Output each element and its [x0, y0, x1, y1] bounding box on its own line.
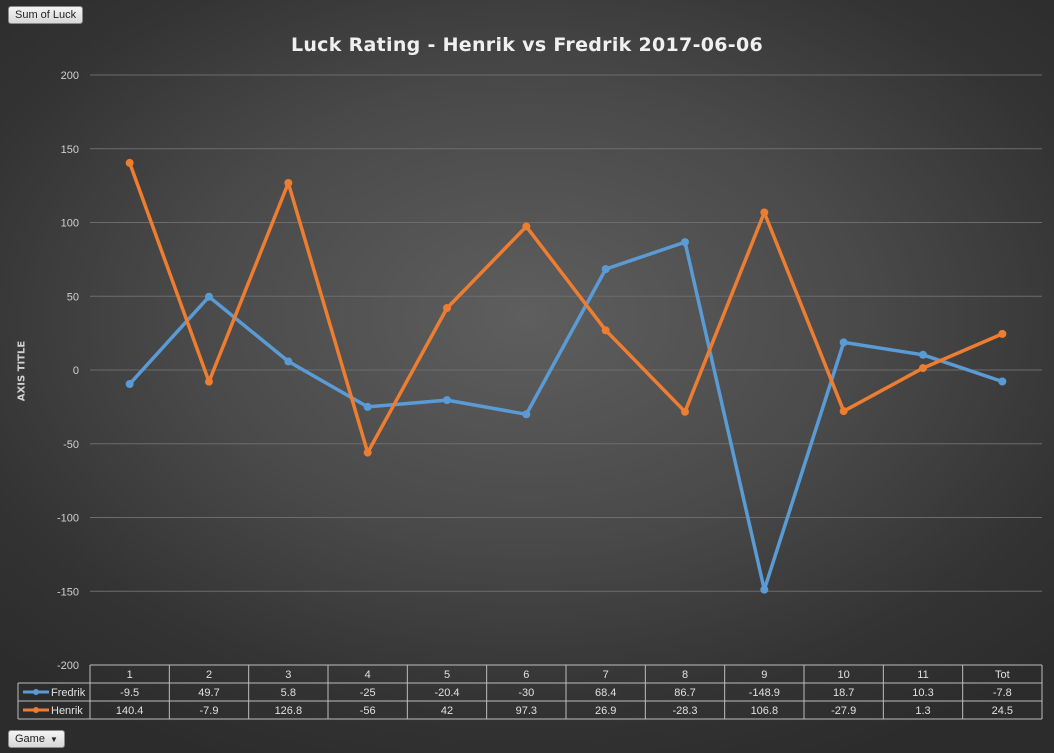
category-label: 1 — [127, 669, 133, 681]
legend-series-name: Fredrik — [51, 687, 86, 699]
legend-key-marker — [33, 689, 39, 695]
table-cell-value: -148.9 — [749, 687, 780, 699]
table-cell-value: -30 — [518, 687, 534, 699]
category-label: 10 — [838, 669, 850, 681]
data-point-henrik — [284, 178, 293, 187]
table-cell-value: -25 — [360, 687, 376, 699]
chart-title: Luck Rating - Henrik vs Fredrik 2017-06-… — [290, 34, 764, 56]
y-tick-label: -50 — [63, 439, 79, 451]
y-tick-label: 0 — [73, 365, 79, 377]
table-cell-value: 42 — [441, 705, 453, 717]
y-tick-label: 50 — [67, 291, 79, 303]
data-point-henrik — [443, 304, 451, 313]
data-point-fredrik — [760, 585, 769, 594]
table-cell-value: 1.3 — [915, 705, 930, 717]
series-line-fredrik — [127, 240, 1005, 592]
data-point-fredrik — [601, 265, 610, 274]
y-tick-label: 100 — [61, 218, 79, 230]
table-cell-value: 86.7 — [674, 687, 695, 699]
category-label: 2 — [206, 669, 212, 681]
table-cell-value: -7.8 — [993, 687, 1012, 699]
table-cell-value: 126.8 — [275, 705, 303, 717]
data-point-fredrik — [363, 402, 372, 411]
legend-series-name: Henrik — [51, 705, 83, 717]
table-cell-value: 18.7 — [833, 687, 854, 699]
category-label: 6 — [523, 669, 529, 681]
data-point-henrik — [522, 222, 531, 231]
category-label: 9 — [761, 669, 767, 681]
category-label: 7 — [603, 669, 609, 681]
data-point-fredrik — [125, 380, 134, 389]
series-line-henrik — [127, 161, 1005, 455]
table-cell-value: 68.4 — [595, 687, 616, 699]
category-label: 4 — [365, 669, 371, 681]
data-point-henrik — [839, 407, 848, 416]
data-point-henrik — [919, 364, 927, 373]
data-point-henrik — [205, 377, 213, 386]
y-tick-label: -100 — [57, 513, 79, 525]
table-cell-value: 49.7 — [198, 687, 219, 699]
category-label: 3 — [285, 669, 291, 681]
data-point-fredrik — [443, 396, 451, 405]
data-point-fredrik — [919, 350, 927, 359]
sum-of-luck-field-button[interactable]: Sum of Luck — [8, 6, 84, 24]
table-cell-value: -28.3 — [672, 705, 697, 717]
table-cell-value: 106.8 — [751, 705, 779, 717]
table-cell-value: 140.4 — [116, 705, 144, 717]
data-point-fredrik — [839, 338, 848, 347]
table-cell-value: -9.5 — [120, 687, 139, 699]
table-cell-value: 5.8 — [281, 687, 296, 699]
table-cell-value: -20.4 — [434, 687, 459, 699]
data-point-fredrik — [681, 238, 689, 247]
category-label: 11 — [917, 669, 928, 681]
table-cell-value: 26.9 — [595, 705, 616, 717]
game-button-label: Game — [15, 733, 45, 745]
category-label: 5 — [444, 669, 450, 681]
data-point-fredrik — [522, 410, 531, 419]
game-field-button[interactable]: Game ▼ — [8, 730, 65, 748]
data-point-henrik — [998, 329, 1007, 338]
y-tick-label: 150 — [61, 144, 79, 156]
data-point-henrik — [125, 158, 134, 167]
chevron-down-icon: ▼ — [49, 735, 58, 744]
data-point-fredrik — [998, 377, 1007, 386]
category-label: Tot — [995, 669, 1010, 681]
table-cell-value: -56 — [360, 705, 376, 717]
data-point-henrik — [760, 208, 769, 217]
y-tick-label: -150 — [57, 586, 79, 598]
data-point-henrik — [681, 407, 689, 416]
table-cell-value: 97.3 — [516, 705, 537, 717]
data-point-fredrik — [284, 357, 293, 366]
table-cell-value: 24.5 — [992, 705, 1013, 717]
category-label: 8 — [682, 669, 688, 681]
y-tick-label: 200 — [61, 70, 79, 82]
data-point-henrik — [601, 326, 610, 335]
table-cell-value: -7.9 — [200, 705, 219, 717]
y-tick-label: -200 — [57, 660, 79, 672]
table-cell-value: 10.3 — [912, 687, 933, 699]
legend-key-marker — [33, 707, 39, 713]
table-cell-value: -27.9 — [831, 705, 856, 717]
data-point-fredrik — [205, 292, 213, 301]
data-point-henrik — [363, 448, 372, 457]
